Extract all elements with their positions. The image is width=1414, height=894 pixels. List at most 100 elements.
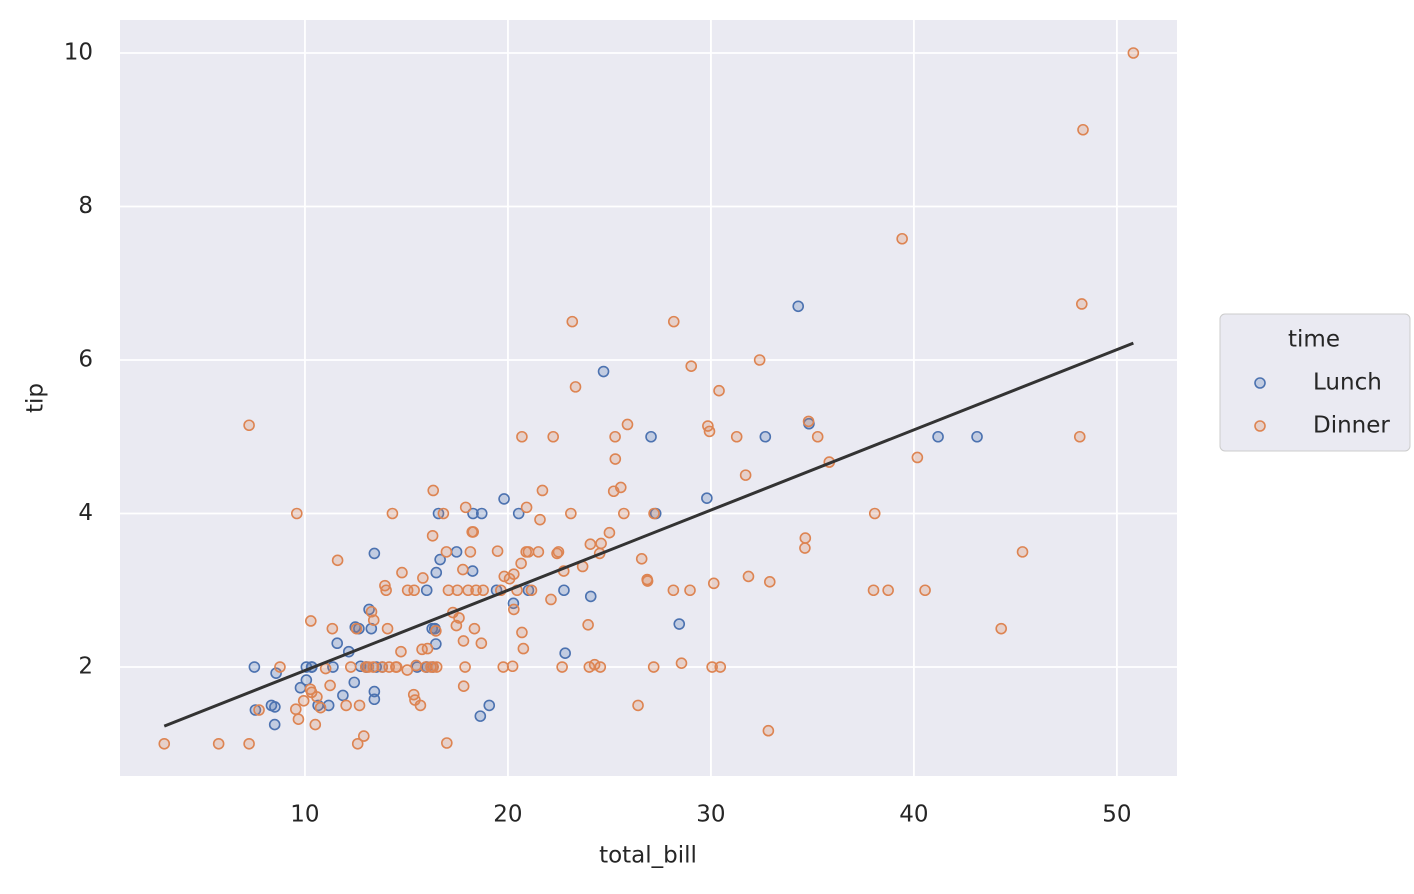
point bbox=[459, 661, 471, 673]
point bbox=[467, 507, 479, 520]
point bbox=[497, 661, 510, 673]
point bbox=[464, 546, 477, 558]
point bbox=[249, 704, 262, 716]
point bbox=[603, 526, 616, 539]
x-tick-label: 40 bbox=[899, 802, 928, 828]
point bbox=[911, 451, 924, 464]
point bbox=[401, 664, 414, 676]
x-axis-label: total_bill bbox=[599, 843, 697, 869]
point bbox=[802, 415, 815, 428]
point bbox=[357, 730, 370, 742]
point bbox=[714, 661, 727, 673]
point bbox=[584, 590, 597, 603]
point bbox=[896, 232, 908, 245]
y-tick-label: 6 bbox=[78, 347, 93, 373]
point bbox=[516, 430, 528, 443]
point bbox=[621, 418, 634, 431]
y-tick-label: 2 bbox=[78, 654, 93, 680]
x-tick-label: 50 bbox=[1102, 802, 1131, 828]
point bbox=[706, 661, 718, 673]
point bbox=[512, 507, 525, 520]
point bbox=[467, 526, 480, 538]
regression-line bbox=[163, 341, 1134, 728]
point bbox=[365, 605, 378, 618]
point bbox=[1073, 430, 1086, 443]
point bbox=[882, 584, 894, 597]
point bbox=[427, 661, 439, 673]
point bbox=[667, 315, 680, 328]
point bbox=[475, 507, 488, 520]
point bbox=[556, 661, 568, 673]
point bbox=[426, 529, 439, 542]
marks bbox=[158, 47, 1140, 750]
point bbox=[420, 584, 433, 597]
y-tick-label: 10 bbox=[64, 40, 93, 66]
point bbox=[566, 315, 579, 328]
point bbox=[508, 603, 520, 616]
point bbox=[417, 572, 429, 584]
point bbox=[331, 554, 344, 567]
point bbox=[595, 537, 607, 550]
point bbox=[868, 507, 881, 520]
point bbox=[558, 584, 570, 597]
point bbox=[475, 637, 488, 650]
point bbox=[582, 618, 594, 631]
point bbox=[243, 737, 255, 750]
point bbox=[763, 576, 776, 588]
point bbox=[459, 501, 472, 514]
point bbox=[289, 703, 302, 716]
point bbox=[609, 453, 622, 465]
point bbox=[291, 507, 303, 520]
point bbox=[919, 584, 931, 597]
point bbox=[441, 737, 453, 749]
point bbox=[430, 625, 442, 637]
point bbox=[867, 584, 880, 597]
point bbox=[641, 575, 654, 587]
point bbox=[367, 614, 380, 626]
point bbox=[742, 570, 755, 583]
point bbox=[367, 661, 380, 673]
point bbox=[396, 566, 408, 579]
point bbox=[491, 545, 504, 557]
point bbox=[792, 300, 805, 313]
point bbox=[759, 430, 772, 443]
point bbox=[506, 660, 519, 673]
legend-marker bbox=[1254, 420, 1266, 432]
point bbox=[348, 676, 361, 689]
point bbox=[667, 584, 680, 597]
point bbox=[408, 584, 420, 597]
point bbox=[1075, 298, 1088, 310]
y-tick-label: 4 bbox=[78, 500, 93, 526]
point bbox=[297, 694, 310, 707]
point bbox=[337, 689, 349, 702]
point bbox=[673, 618, 686, 630]
point bbox=[457, 680, 470, 693]
point bbox=[457, 563, 469, 576]
legend-box bbox=[1219, 313, 1411, 452]
point bbox=[427, 484, 440, 497]
point bbox=[534, 513, 546, 526]
point bbox=[647, 661, 660, 673]
point bbox=[340, 699, 352, 712]
point bbox=[324, 679, 336, 692]
point bbox=[971, 430, 983, 443]
point bbox=[569, 381, 582, 393]
point bbox=[508, 568, 520, 580]
point bbox=[410, 659, 422, 672]
point bbox=[158, 737, 171, 750]
point bbox=[532, 546, 545, 558]
point bbox=[381, 622, 394, 635]
point bbox=[270, 667, 282, 679]
point bbox=[468, 622, 481, 635]
x-tick-label: 20 bbox=[493, 802, 522, 828]
point bbox=[730, 430, 743, 443]
point bbox=[584, 538, 597, 551]
point bbox=[326, 622, 339, 635]
point bbox=[522, 546, 535, 558]
point bbox=[430, 661, 443, 673]
point bbox=[450, 546, 463, 558]
point bbox=[395, 645, 407, 658]
point bbox=[565, 507, 577, 520]
point bbox=[713, 384, 725, 397]
